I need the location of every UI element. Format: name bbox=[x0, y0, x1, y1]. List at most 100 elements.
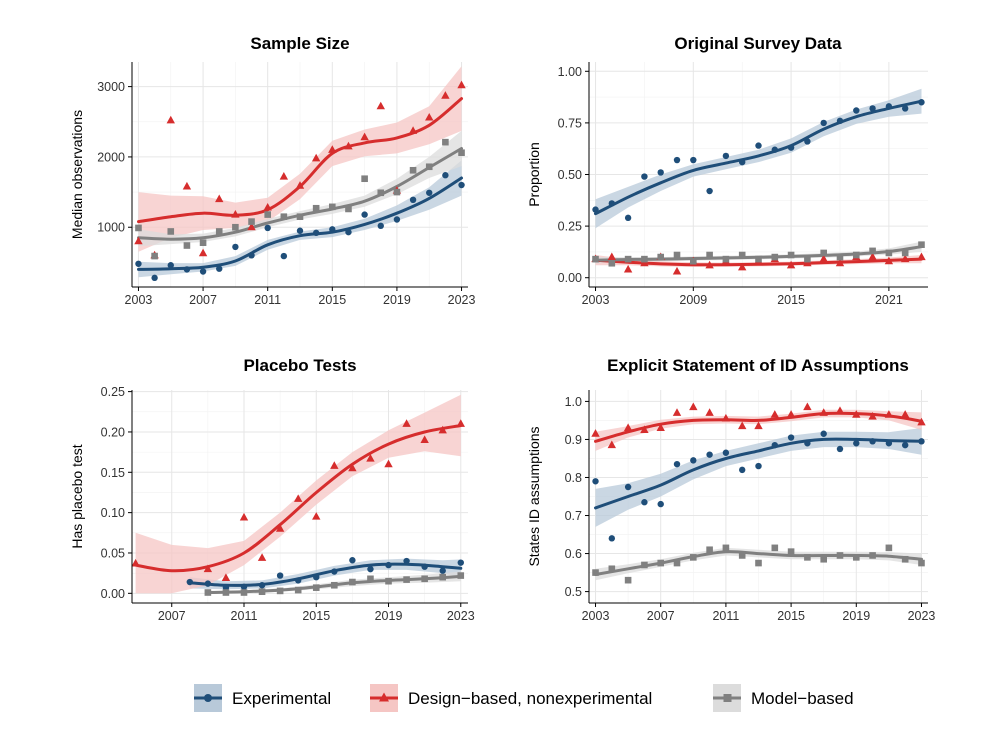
point-design-based-nonexperimental bbox=[408, 126, 418, 134]
point-design-based-nonexperimental bbox=[295, 181, 305, 189]
point-model-based bbox=[624, 576, 632, 584]
point-experimental bbox=[657, 500, 664, 508]
point-design-based-nonexperimental bbox=[311, 153, 321, 162]
point-model-based bbox=[852, 554, 860, 561]
point-design-based-nonexperimental bbox=[456, 419, 465, 427]
point-model-based bbox=[836, 552, 844, 559]
point-model-based bbox=[608, 565, 616, 573]
y-tick-label: 2000 bbox=[97, 150, 125, 164]
point-model-based bbox=[722, 544, 730, 552]
point-design-based-nonexperimental bbox=[868, 252, 877, 261]
point-experimental bbox=[885, 440, 893, 447]
legend-key-design-based-marker bbox=[379, 692, 389, 702]
point-design-based-nonexperimental bbox=[705, 408, 714, 416]
point-model-based bbox=[738, 251, 746, 259]
point-experimental bbox=[216, 265, 223, 272]
point-experimental bbox=[592, 478, 599, 485]
point-model-based bbox=[367, 575, 374, 583]
legend-item-design-based: Design−based, nonexperimental bbox=[370, 684, 652, 712]
point-design-based-nonexperimental bbox=[672, 408, 682, 416]
y-tick-label: 1.0 bbox=[565, 395, 582, 409]
y-axis-label: Proportion bbox=[526, 142, 542, 207]
point-model-based bbox=[222, 589, 230, 596]
point-experimental bbox=[706, 187, 713, 195]
point-experimental bbox=[439, 567, 446, 574]
x-tick-label: 2007 bbox=[158, 609, 186, 623]
point-experimental bbox=[706, 451, 713, 458]
point-experimental bbox=[755, 142, 762, 149]
legend: Experimental Design−based, nonexperiment… bbox=[194, 684, 854, 712]
fit-line-model-based bbox=[594, 550, 923, 576]
point-model-based bbox=[836, 253, 844, 261]
y-tick-label: 0.9 bbox=[565, 433, 582, 447]
point-experimental bbox=[820, 119, 827, 127]
x-tick-label: 2023 bbox=[908, 609, 936, 623]
panel-placebo-tests: Placebo Tests 2007 2011 2015 2019 2023 0.00 0.0… bbox=[69, 356, 475, 623]
point-design-based-nonexperimental bbox=[640, 425, 649, 433]
point-experimental bbox=[135, 260, 142, 267]
point-model-based bbox=[673, 251, 681, 259]
point-experimental bbox=[804, 440, 811, 447]
y-tick-label: 1.00 bbox=[558, 65, 582, 79]
x-tick-label: 2009 bbox=[679, 293, 707, 307]
point-model-based bbox=[592, 569, 599, 576]
point-design-based-nonexperimental bbox=[835, 406, 845, 414]
point-design-based-nonexperimental bbox=[819, 408, 828, 416]
point-design-based-nonexperimental bbox=[607, 252, 617, 261]
point-design-based-nonexperimental bbox=[457, 80, 466, 89]
point-design-based-nonexperimental bbox=[221, 573, 231, 581]
point-model-based bbox=[787, 251, 795, 259]
point-model-based bbox=[592, 255, 599, 263]
point-experimental bbox=[442, 172, 449, 179]
point-model-based bbox=[240, 589, 248, 596]
point-model-based bbox=[385, 577, 392, 585]
x-tick-label: 2019 bbox=[842, 609, 870, 623]
point-experimental bbox=[258, 582, 266, 589]
point-design-based-nonexperimental bbox=[420, 435, 429, 444]
x-tick-label: 2015 bbox=[777, 609, 805, 623]
point-design-based-nonexperimental bbox=[786, 410, 796, 418]
point-experimental bbox=[787, 434, 795, 441]
point-experimental bbox=[869, 438, 876, 445]
point-experimental bbox=[853, 440, 860, 447]
point-design-based-nonexperimental bbox=[348, 463, 357, 472]
point-model-based bbox=[869, 247, 876, 255]
point-experimental bbox=[240, 583, 248, 591]
panel-title: Placebo Tests bbox=[243, 356, 356, 375]
point-model-based bbox=[377, 189, 385, 197]
point-experimental bbox=[331, 568, 338, 575]
y-tick-label: 0.10 bbox=[101, 506, 125, 520]
legend-item-experimental: Experimental bbox=[194, 684, 331, 712]
point-model-based bbox=[135, 224, 142, 232]
point-design-based-nonexperimental bbox=[738, 262, 747, 271]
point-experimental bbox=[918, 99, 925, 106]
point-experimental bbox=[771, 441, 778, 449]
fit-line-experimental bbox=[594, 437, 923, 510]
ribbon-experimental bbox=[595, 428, 922, 527]
point-experimental bbox=[836, 445, 844, 453]
legend-item-model-based: Model−based bbox=[713, 684, 854, 712]
point-model-based bbox=[706, 546, 713, 554]
point-design-based-nonexperimental bbox=[257, 553, 267, 561]
point-model-based bbox=[738, 552, 746, 559]
point-design-based-nonexperimental bbox=[131, 558, 140, 567]
point-experimental bbox=[901, 441, 909, 449]
point-design-based-nonexperimental bbox=[917, 417, 926, 426]
point-design-based-nonexperimental bbox=[689, 402, 698, 411]
y-tick-label: 0.00 bbox=[558, 271, 582, 285]
point-experimental bbox=[186, 578, 194, 586]
point-model-based bbox=[403, 576, 410, 583]
point-design-based-nonexperimental bbox=[330, 461, 339, 469]
point-design-based-nonexperimental bbox=[402, 419, 411, 427]
point-design-based-nonexperimental bbox=[275, 524, 285, 532]
x-tick-label: 2011 bbox=[712, 609, 739, 623]
point-design-based-nonexperimental bbox=[312, 512, 321, 520]
y-axis-label: Median observations bbox=[69, 110, 85, 239]
point-model-based bbox=[296, 213, 304, 220]
x-tick-label: 2021 bbox=[875, 293, 903, 307]
point-design-based-nonexperimental bbox=[900, 254, 910, 263]
point-model-based bbox=[901, 555, 909, 563]
point-experimental bbox=[657, 169, 664, 176]
point-design-based-nonexperimental bbox=[721, 413, 731, 422]
point-model-based bbox=[608, 259, 616, 267]
